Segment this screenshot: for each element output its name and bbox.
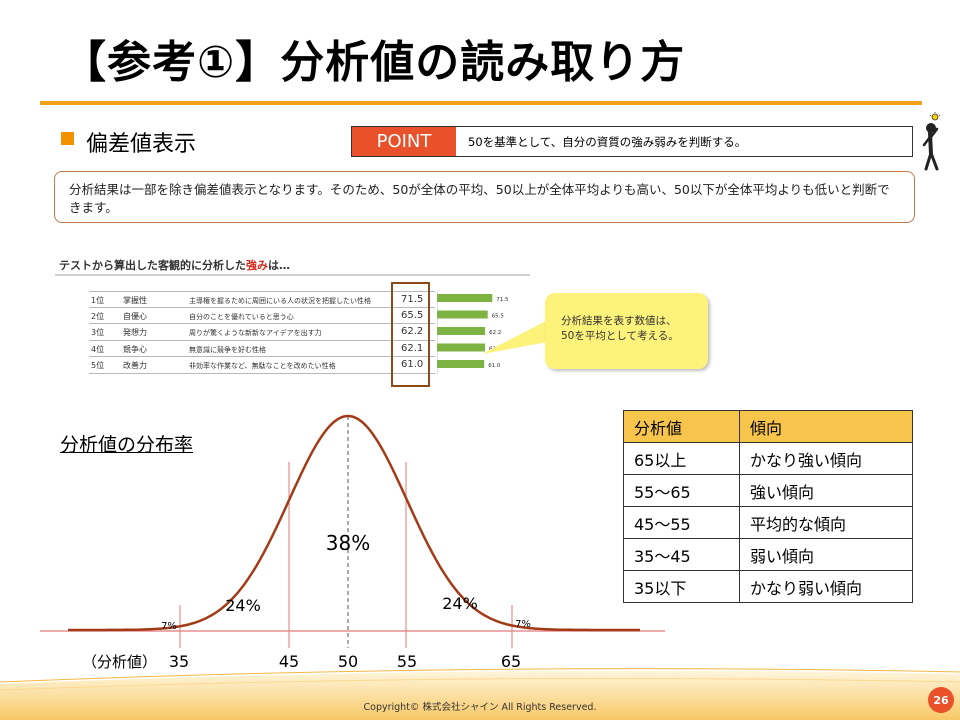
table-row: 3位 発想力 周りが驚くような新新なアイデアを出す力 62.2 [89,324,435,341]
row-desc: 自分のことを優れていると思う心 [189,312,294,321]
pct-left-tail: 7% [161,621,177,632]
score-bar-label: 71.5 [496,297,509,303]
cell-tendency: 弱い傾向 [739,538,913,571]
callout-line1: 分析結果を表す数値は、 [561,315,677,327]
tick-50: 50 [338,652,358,671]
screenshot-heading-pre: テストから算出した客観的に分析した [59,259,246,272]
tick-65: 65 [501,652,521,671]
distribution-curve: 38% 24% 24% 7% 7% （分析値） 35 45 50 55 65 [40,414,665,671]
tick-45: 45 [279,652,299,671]
header-tendency: 傾向 [739,410,913,443]
cell-tendency: かなり強い傾向 [739,442,913,475]
callout-tail [482,320,548,354]
row-desc: 周りが驚くような新新なアイデアを出す力 [189,329,322,337]
pct-right: 24% [442,594,478,613]
distribution-title: 分析値の分布率 [60,434,194,456]
table-row: 35以下 かなり弱い傾向 [623,570,913,603]
cell-tendency: 平均的な傾向 [739,506,913,539]
description-box: 分析結果は一部を除き偏差値表示となります。そのため、50が全体の平均、50以上が… [54,171,915,223]
table-row: 55〜65 強い傾向 [623,474,913,507]
page-number: 26 [928,687,954,713]
tendency-table: 分析値 傾向 65以上 かなり強い傾向 55〜65 強い傾向 45〜55 平均的… [623,410,913,603]
row-score: 62.1 [401,342,424,354]
row-score: 61.0 [401,359,424,370]
row-name: 競争心 [123,344,147,354]
cell-range: 45〜55 [623,506,740,539]
title-underline [40,101,922,105]
screenshot-rule [55,274,530,276]
row-score: 71.5 [401,294,424,305]
cell-range: 35〜45 [623,538,740,571]
footer-band [0,668,960,720]
bell-curve [68,414,640,632]
cell-range: 55〜65 [623,474,740,507]
score-bar [437,343,485,352]
score-bar [437,294,493,302]
callout-line2: 50を平均として考える。 [561,330,679,342]
strengths-table: 1位 掌握性 主導権を握るために周囲にいる人の状況を把握したい性格 71.5 2… [89,291,435,374]
table-row: 35〜45 弱い傾向 [623,538,913,571]
row-desc: 主導権を握るために周囲にいる人の状況を把握したい性格 [189,297,371,305]
header-value: 分析値 [623,410,740,443]
row-desc: 無意識に競争を好む性格 [189,345,266,354]
point-box: POINT 50を基準として、自分の資質の強み弱みを判断する。 [351,126,913,157]
copyright: Copyright© 株式会社シャイン All Rights Reserved. [363,702,597,713]
tick-55: 55 [397,652,417,671]
section-bullet-icon [61,132,74,145]
row-rank: 3位 [91,328,105,337]
section-label: 偏差値表示 [86,132,197,157]
tick-35: 35 [169,652,189,671]
row-rank: 5位 [91,361,105,370]
lightbulb-person-icon [922,112,941,171]
row-score: 62.2 [401,326,424,337]
row-name: 自優心 [123,311,147,321]
callout-bubble: 分析結果を表す数値は、 50を平均として考える。 [545,293,708,369]
table-row: 1位 掌握性 主導権を握るために周囲にいる人の状況を把握したい性格 71.5 [89,291,435,308]
cell-tendency: 強い傾向 [739,474,913,507]
result-screenshot: テストから算出した客観的に分析した強みは… 1位 掌握性 主導権を握るために周囲… [55,255,530,390]
screenshot-heading: テストから算出した客観的に分析した強みは… [59,257,290,273]
slide-title: 【参考①】分析値の読み取り方 [62,37,686,88]
point-tag: POINT [352,127,456,156]
cell-tendency: かなり弱い傾向 [739,570,913,603]
screenshot-heading-highlight: 強み [246,259,268,272]
pct-center: 38% [326,531,370,555]
row-desc: 非効率な作業など、無駄なことを改めたい性格 [189,362,336,370]
row-name: 改善力 [123,361,147,370]
row-score: 65.5 [401,309,424,321]
score-bar [437,327,486,335]
cell-range: 65以上 [623,442,740,475]
table-row: 4位 競争心 無意識に競争を好む性格 62.1 [89,341,435,357]
screenshot-heading-post: は… [268,259,290,272]
table-row: 65以上 かなり強い傾向 [623,442,913,475]
score-bar [437,310,488,319]
point-text: 50を基準として、自分の資質の強み弱みを判断する。 [468,134,747,149]
score-bar-label: 62.2 [489,330,501,336]
table-row: 2位 自優心 自分のことを優れていると思う心 65.5 [89,308,435,324]
pct-left: 24% [225,596,261,615]
table-row: 45〜55 平均的な傾向 [623,506,913,539]
score-bar [437,360,485,368]
score-bar-label: 61.0 [488,363,501,369]
pct-right-tail: 7% [515,619,531,630]
cell-range: 35以下 [623,570,740,603]
row-rank: 4位 [91,344,105,354]
score-bar-label: 65.5 [492,314,505,320]
axis-prefix: （分析値） [82,653,157,671]
row-name: 掌握性 [123,296,147,305]
table-row: 5位 改善力 非効率な作業など、無駄なことを改めたい性格 61.0 [89,357,435,374]
row-name: 発想力 [123,328,147,337]
score-highlight-frame [391,282,430,387]
row-rank: 2位 [91,311,105,321]
table-header-row: 分析値 傾向 [623,410,913,443]
row-rank: 1位 [91,296,105,305]
